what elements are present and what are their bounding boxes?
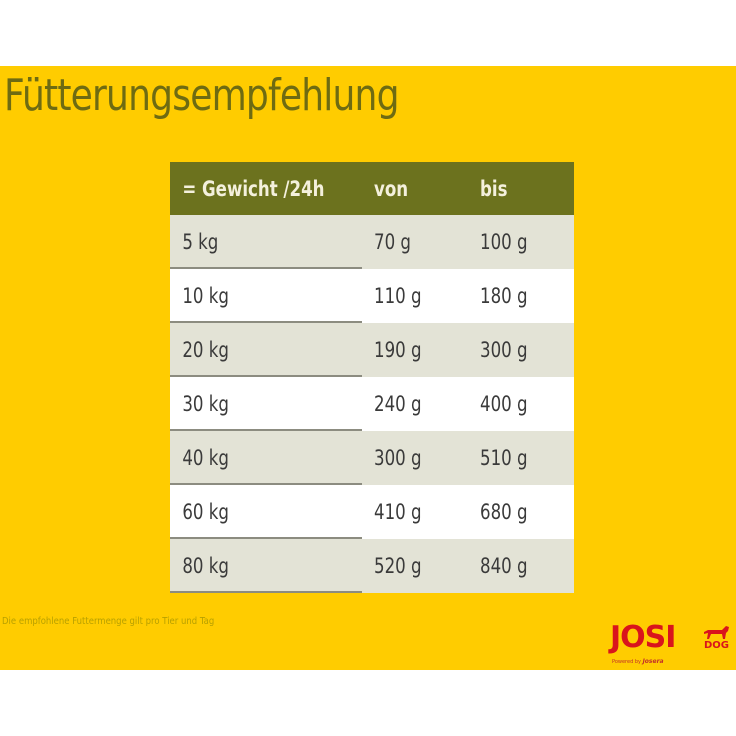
cell-to: 840 g [480, 554, 528, 578]
cell-from: 70 g [374, 230, 411, 254]
logo-tagline: Powered by Josera [612, 658, 664, 665]
table-row: 80 kg 520 g 840 g [170, 539, 574, 593]
row-divider [170, 321, 362, 323]
cell-weight: 5 kg [182, 230, 219, 254]
table-row: 5 kg 70 g 100 g [170, 215, 574, 269]
row-divider [170, 483, 362, 485]
cell-weight: 20 kg [182, 338, 229, 362]
row-divider [170, 537, 362, 539]
cell-from: 240 g [374, 392, 422, 416]
cell-to: 180 g [480, 284, 528, 308]
header-from: von [374, 176, 409, 201]
cell-to: 400 g [480, 392, 528, 416]
table-row: 40 kg 300 g 510 g [170, 431, 574, 485]
page-title: Fütterungsempfehlung [4, 70, 400, 121]
cell-weight: 40 kg [182, 446, 229, 470]
cell-from: 190 g [374, 338, 422, 362]
cell-to: 680 g [480, 500, 528, 524]
cell-weight: 60 kg [182, 500, 229, 524]
row-divider [170, 591, 362, 593]
table-row: 10 kg 110 g 180 g [170, 269, 574, 323]
row-divider [170, 267, 362, 269]
cell-to: 100 g [480, 230, 528, 254]
table-row: 30 kg 240 g 400 g [170, 377, 574, 431]
cell-from: 110 g [374, 284, 422, 308]
row-divider [170, 429, 362, 431]
header-to: bis [480, 176, 508, 201]
cell-from: 410 g [374, 500, 422, 524]
table-row: 20 kg 190 g 300 g [170, 323, 574, 377]
row-divider [170, 375, 362, 377]
feeding-table: = Gewicht /24h von bis 5 kg 70 g 100 g 1… [170, 162, 574, 593]
logo-brand: JOSI [610, 620, 676, 655]
dog-icon [704, 626, 729, 639]
josidog-logo: JOSI DOG Powered by Josera [610, 620, 734, 666]
table-row: 60 kg 410 g 680 g [170, 485, 574, 539]
table-header-row: = Gewicht /24h von bis [170, 162, 574, 215]
cell-from: 300 g [374, 446, 422, 470]
header-weight: = Gewicht /24h [182, 176, 325, 201]
cell-to: 300 g [480, 338, 528, 362]
cell-weight: 10 kg [182, 284, 229, 308]
cell-from: 520 g [374, 554, 422, 578]
cell-weight: 80 kg [182, 554, 229, 578]
cell-to: 510 g [480, 446, 528, 470]
cell-weight: 30 kg [182, 392, 229, 416]
logo-suffix: DOG [704, 640, 730, 651]
footnote: Die empfohlene Futtermenge gilt pro Tier… [2, 616, 215, 627]
